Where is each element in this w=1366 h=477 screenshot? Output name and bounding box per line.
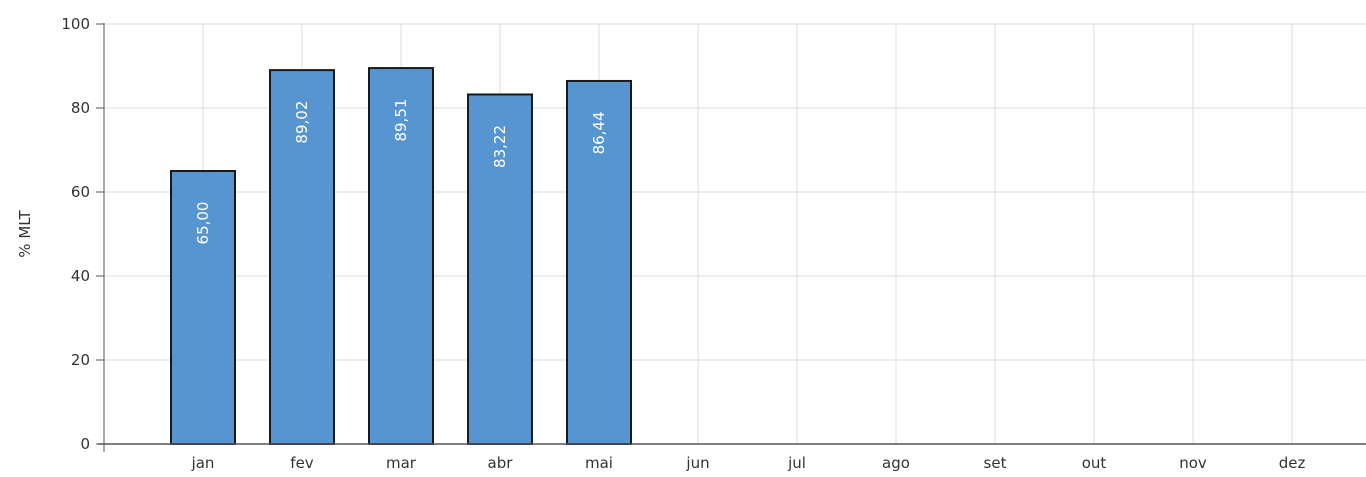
bar-value-label: 89,02 [293,101,311,144]
x-tick-label: dez [1279,454,1306,472]
bar-mai[interactable] [566,79,632,446]
bar-value-label: 89,51 [392,99,410,142]
x-tick-label: abr [488,454,514,472]
bar-value-label: 86,44 [590,111,608,154]
x-tick-label: jul [787,454,806,472]
bar-value-label: 83,22 [491,125,509,168]
x-tick-label: fev [290,454,314,472]
x-tick-label: ago [882,454,910,472]
x-tick-label: jan [191,454,215,472]
axes [96,23,1366,452]
bar-value-label: 65,00 [194,202,212,245]
labels: 65,00 89,02 89,51 83,22 86,44 0 20 40 60 80 100 jan… [61,15,1305,472]
bar-fev[interactable] [269,69,335,445]
bar-mar[interactable] [368,67,434,445]
bars [170,67,632,446]
y-tick-label: 20 [71,351,90,369]
x-tick-label: set [984,454,1007,472]
y-tick-label: 80 [71,99,90,117]
y-axis-title: % MLT [16,209,34,257]
x-tick-label: out [1082,454,1107,472]
x-tick-label: mai [585,454,613,472]
y-tick-label: 100 [61,15,90,33]
x-tick-label: jun [685,454,709,472]
y-tick-label: 60 [71,183,90,201]
x-tick-label: nov [1179,454,1207,472]
y-tick-label: 40 [71,267,90,285]
bar-jan[interactable] [170,170,236,445]
x-tick-label: mar [386,454,417,472]
bar-abr[interactable] [467,93,533,445]
y-tick-label: 0 [80,435,90,453]
